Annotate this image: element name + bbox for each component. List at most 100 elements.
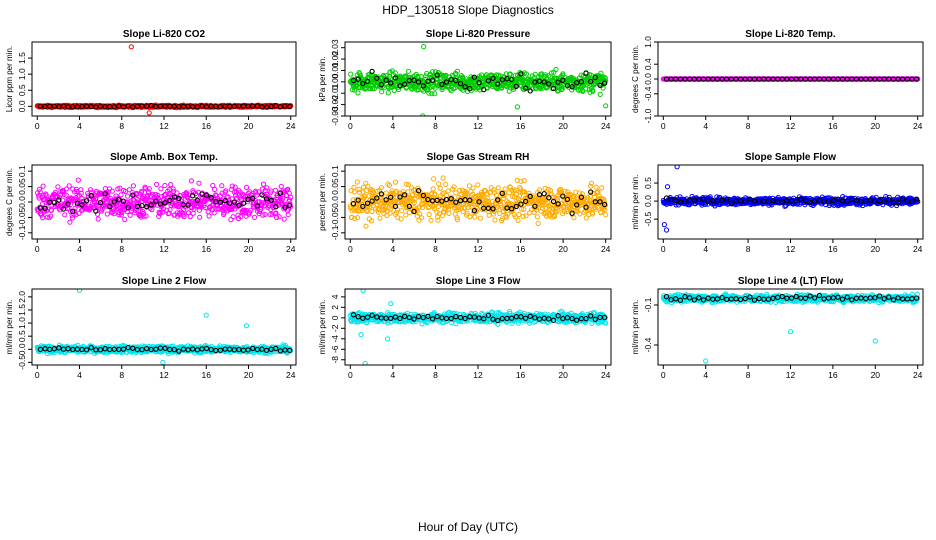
overlay-point — [70, 208, 76, 215]
overlay-point — [849, 196, 855, 202]
data-point — [78, 187, 84, 193]
overlay-point — [770, 197, 776, 204]
points-layer — [34, 44, 294, 116]
data-point — [392, 70, 398, 76]
data-point — [67, 202, 73, 208]
overlay-point — [125, 204, 131, 211]
y-tick-label: 0.05 — [330, 178, 340, 195]
data-point — [523, 71, 530, 77]
data-point — [375, 209, 381, 215]
overlay-point — [578, 194, 585, 200]
data-point — [379, 89, 385, 95]
x-tick-label: 20 — [244, 121, 254, 131]
data-point — [386, 182, 392, 188]
overlay-point — [397, 194, 403, 200]
data-point — [523, 213, 529, 219]
overlay-point — [157, 201, 164, 207]
panel-title: Slope Sample Flow — [745, 152, 836, 163]
y-axis-label: percent per min. — [318, 173, 327, 231]
data-point — [395, 215, 401, 221]
data-point — [64, 186, 70, 192]
overlay-point — [601, 80, 608, 86]
y-tick-label: 0.03 — [330, 39, 340, 56]
data-point — [467, 214, 473, 220]
overlay-point — [453, 199, 459, 205]
data-point — [435, 217, 441, 223]
overlay-point — [273, 103, 279, 109]
y-axis-label: ml/min per min. — [631, 175, 640, 230]
data-point — [188, 178, 194, 184]
y-tick-label: 0.0 — [17, 196, 27, 208]
x-tick-label: 8 — [119, 121, 124, 131]
data-point — [502, 186, 508, 192]
data-point — [355, 90, 361, 96]
data-point — [232, 184, 238, 190]
data-point — [516, 211, 522, 218]
data-point — [187, 213, 193, 220]
overlay-point — [240, 200, 247, 206]
data-point — [211, 210, 217, 216]
data-point — [441, 190, 447, 196]
data-point — [437, 185, 443, 191]
data-point — [288, 103, 294, 109]
overlay-point — [550, 198, 557, 205]
data-point — [66, 183, 72, 189]
data-point — [577, 211, 583, 217]
data-point — [426, 211, 432, 218]
data-point — [470, 185, 476, 191]
data-point — [377, 215, 383, 221]
overlay-point — [383, 197, 389, 203]
overlay-point — [536, 192, 543, 198]
data-point — [603, 212, 609, 218]
data-point — [415, 185, 421, 191]
overlay-point — [83, 198, 90, 204]
data-point — [351, 184, 357, 190]
overlay-point — [111, 199, 117, 205]
data-point — [219, 190, 225, 196]
x-tick-label: 0 — [661, 244, 666, 254]
outlier-point — [663, 227, 670, 233]
data-point — [130, 183, 136, 189]
overlay-point — [844, 198, 850, 204]
overlay-point — [263, 196, 270, 202]
data-point — [602, 202, 608, 208]
data-point — [280, 196, 286, 202]
panel-title: Slope Amb. Box Temp. — [110, 152, 218, 163]
data-point — [378, 185, 384, 191]
outlier-point — [514, 104, 521, 110]
data-point — [591, 194, 598, 200]
overlay-point — [236, 202, 242, 209]
overlay-point — [350, 77, 357, 84]
overlay-point — [532, 203, 538, 209]
data-point — [600, 85, 606, 91]
overlay-point — [425, 196, 431, 203]
x-tick-label: 24 — [913, 121, 923, 131]
overlay-point — [601, 201, 608, 208]
data-point — [348, 188, 354, 194]
x-tick-label: 12 — [159, 121, 169, 131]
x-tick-label: 20 — [558, 244, 568, 254]
overlay-point — [588, 189, 594, 195]
overlay-point — [287, 103, 293, 110]
overlay-point — [457, 80, 464, 87]
data-point — [197, 214, 203, 220]
data-point — [521, 206, 527, 212]
data-point — [383, 190, 389, 196]
data-point — [492, 217, 498, 223]
overlay-point — [719, 197, 725, 203]
overlay-point — [364, 78, 371, 85]
data-point — [67, 219, 73, 225]
data-point — [235, 212, 241, 218]
overlay-point — [555, 201, 561, 207]
data-point — [430, 186, 436, 192]
data-point — [507, 71, 513, 77]
data-point — [356, 189, 363, 195]
data-point — [474, 208, 480, 214]
overlay-point — [555, 79, 561, 85]
data-point — [363, 223, 369, 229]
overlay-point — [411, 77, 417, 83]
overlay-point — [116, 196, 122, 203]
overlay-point — [277, 190, 284, 196]
data-point — [168, 182, 174, 188]
panel-4: Slope Amb. Box Temp.0 4 8 12 16 20 24-0.1-0.05… — [5, 152, 297, 254]
